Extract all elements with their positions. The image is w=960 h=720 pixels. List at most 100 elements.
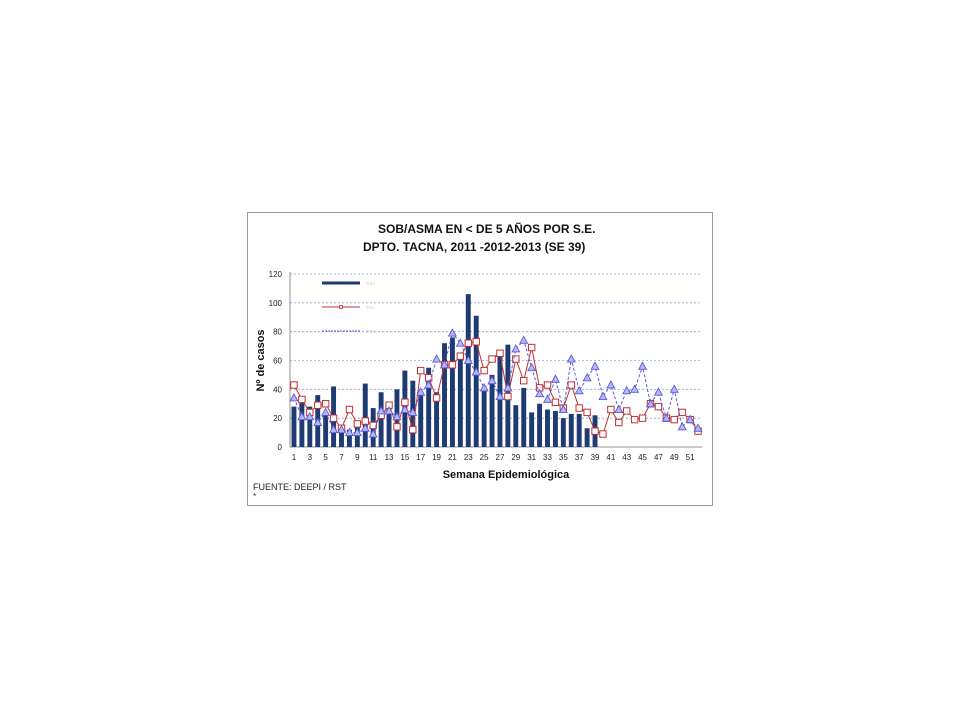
chart-title: SOB/ASMA EN < DE 5 AÑOS POR S.E. (378, 222, 596, 236)
point-triangle (503, 382, 513, 392)
x-tick-label: 21 (448, 453, 457, 462)
point-triangle (614, 404, 624, 413)
point-triangle (305, 411, 315, 421)
point-triangle (400, 404, 410, 413)
y-tick-label: 80 (273, 328, 282, 337)
point-triangle (408, 407, 418, 416)
legend-marker (339, 305, 343, 309)
point-square (527, 343, 536, 352)
point-triangle (329, 424, 339, 434)
point-square (448, 361, 457, 369)
x-tick-label: 31 (527, 453, 536, 462)
point-triangle (384, 406, 394, 415)
point-triangle (630, 384, 640, 393)
series-line (293, 341, 699, 435)
bar (299, 399, 305, 447)
legend-label: 2012 (366, 305, 376, 310)
point-triangle (661, 413, 671, 422)
point-square (361, 417, 369, 425)
point-triangle (424, 380, 434, 389)
point-triangle (653, 387, 663, 396)
point-triangle (352, 427, 362, 437)
point-triangle (558, 404, 568, 413)
x-tick-label: 25 (480, 453, 489, 462)
point-square (504, 392, 512, 401)
x-tick-label: 47 (654, 453, 663, 462)
bar (489, 374, 495, 447)
point-square (369, 421, 377, 430)
x-tick-label: 27 (496, 453, 505, 462)
bar (473, 315, 479, 447)
x-tick-label: 7 (339, 453, 344, 462)
bar (529, 412, 535, 447)
point-square (401, 398, 409, 407)
point-square (678, 408, 686, 417)
y-tick-label: 40 (273, 385, 282, 394)
point-square (575, 404, 583, 412)
point-triangle (535, 388, 545, 398)
point-triangle (685, 414, 695, 424)
x-axis-label: Semana Epidemiológica (443, 469, 570, 481)
point-square (638, 414, 647, 422)
x-tick-label: 41 (606, 453, 615, 462)
point-square (488, 355, 496, 363)
x-tick-label: 15 (400, 453, 409, 462)
bar (584, 428, 590, 447)
point-square (329, 414, 338, 422)
point-triangle (566, 354, 576, 363)
x-tick-label: 9 (355, 453, 360, 462)
point-triangle (344, 427, 354, 437)
point-square (432, 394, 441, 402)
point-square (464, 339, 472, 347)
point-triangle (479, 382, 489, 392)
point-triangle (677, 421, 687, 431)
point-square (417, 366, 425, 375)
bar (426, 367, 432, 447)
point-triangle (582, 372, 592, 382)
y-tick-label: 100 (269, 299, 283, 308)
point-square (630, 415, 639, 424)
point-triangle (645, 398, 656, 408)
point-square (512, 355, 520, 363)
x-tick-label: 17 (416, 453, 425, 462)
legend-label: 2011 (366, 329, 375, 334)
point-triangle (590, 361, 600, 370)
bar (434, 392, 440, 447)
point-square (551, 398, 560, 407)
x-tick-label: 51 (686, 453, 695, 462)
point-square (591, 427, 599, 435)
bar (457, 353, 463, 447)
point-triangle (542, 394, 553, 403)
bar (513, 405, 519, 447)
bar (449, 337, 455, 447)
point-square (480, 366, 488, 375)
x-tick-label: 3 (308, 453, 313, 462)
bar (560, 418, 566, 447)
x-tick-label: 49 (670, 453, 679, 462)
x-tick-label: 45 (638, 453, 647, 462)
point-triangle (487, 375, 497, 385)
point-square (321, 400, 330, 408)
bar (537, 403, 543, 447)
point-square (345, 405, 354, 414)
bar (307, 406, 313, 447)
point-triangle (638, 361, 648, 370)
chart-frame: SOB/ASMA EN < DE 5 AÑOS POR S.E. DPTO. T… (247, 212, 713, 506)
bar (323, 415, 329, 447)
y-tick-label: 0 (278, 443, 283, 452)
point-triangle (392, 411, 402, 421)
chart-subtitle: DPTO. TACNA, 2011 -2012-2013 (SE 39) (363, 240, 586, 254)
bar (291, 406, 297, 447)
point-triangle (669, 384, 679, 393)
point-triangle (598, 391, 608, 400)
bar (521, 387, 527, 447)
point-triangle (447, 328, 457, 337)
bar (497, 353, 503, 447)
y-axis-label: Nº de casos (255, 329, 267, 391)
point-square (424, 374, 433, 382)
bar (552, 410, 558, 447)
bar (386, 403, 392, 447)
point-triangle (432, 354, 442, 363)
x-tick-label: 5 (323, 453, 328, 462)
